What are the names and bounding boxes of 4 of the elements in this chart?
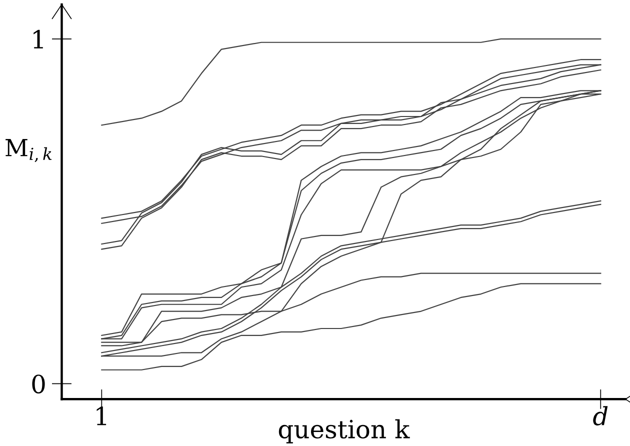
x-axis-title: question k xyxy=(278,419,410,444)
y-tick-label: 0 xyxy=(32,374,45,394)
y-axis-title: M$_{i,k}$ xyxy=(6,138,52,162)
x-tick-label: d xyxy=(593,406,608,426)
